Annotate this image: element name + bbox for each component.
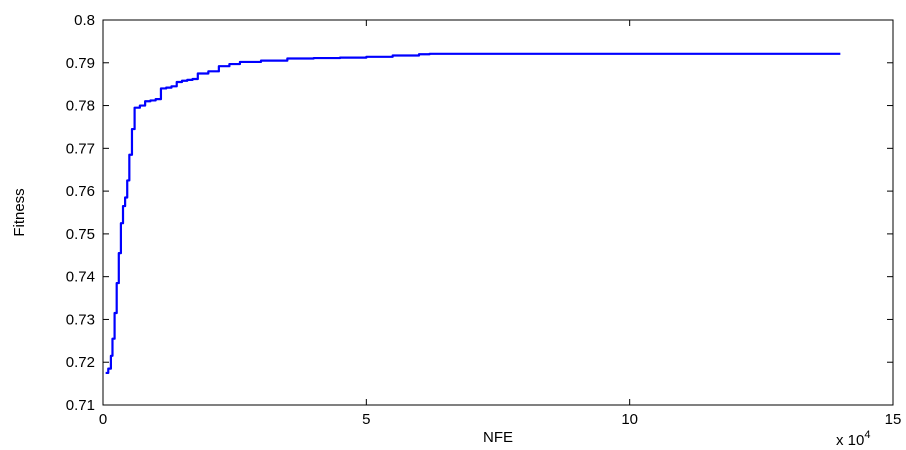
y-tick-label: 0.75: [66, 226, 95, 243]
y-tick-label: 0.78: [66, 98, 95, 115]
y-axis-ticks: 0.71 0.72 0.73 0.74 0.75 0.76 0.77 0.78 0.79 0.8: [66, 12, 893, 414]
x-tick-label: 0: [99, 411, 107, 428]
x-axis-label: NFE: [483, 429, 513, 446]
y-tick-label: 0.79: [66, 55, 95, 72]
y-tick-label: 0.72: [66, 354, 95, 371]
x-tick-label: 5: [362, 411, 370, 428]
y-tick-label: 0.8: [74, 12, 95, 29]
y-tick-label: 0.77: [66, 140, 95, 157]
series-layer: [105, 52, 841, 375]
y-tick-label: 0.74: [66, 269, 95, 286]
x-tick-label: 10: [621, 411, 638, 428]
fitness-series-line: [105, 52, 841, 375]
x-tick-label: 15: [885, 411, 902, 428]
x-axis-multiplier: x 104: [836, 429, 870, 449]
y-axis-label: Fitness: [11, 188, 28, 236]
y-tick-label: 0.76: [66, 183, 95, 200]
y-tick-label: 0.71: [66, 397, 95, 414]
x-axis-ticks: 0 5 10 15: [99, 20, 902, 428]
plot-area: [102, 19, 894, 406]
y-tick-label: 0.73: [66, 311, 95, 328]
